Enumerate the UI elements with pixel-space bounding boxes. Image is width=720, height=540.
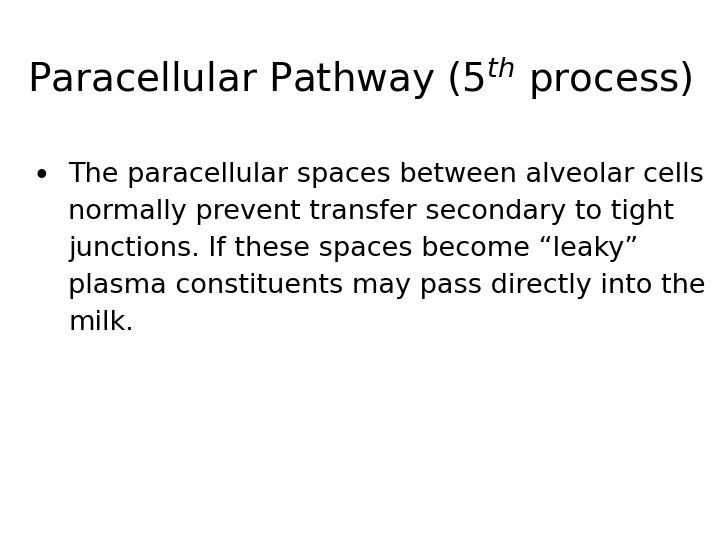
Text: •: • [32,162,50,191]
Text: Paracellular Pathway (5$^{th}$ process): Paracellular Pathway (5$^{th}$ process) [27,54,693,102]
Text: The paracellular spaces between alveolar cells
normally prevent transfer seconda: The paracellular spaces between alveolar… [68,162,706,336]
